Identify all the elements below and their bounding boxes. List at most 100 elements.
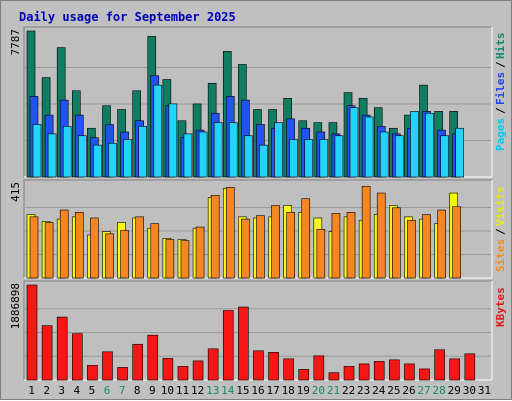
legend-kbytes: KBytes (494, 287, 507, 327)
bar-kbytes-day-20 (313, 355, 325, 381)
bar-sites-day-12 (195, 226, 205, 279)
bar-sites-day-7 (120, 230, 129, 279)
bar-sites-day-28 (437, 209, 446, 279)
bar-kbytes-day-4 (71, 333, 83, 381)
legend-separator: / (494, 61, 507, 68)
bar-kbytes-day-23 (358, 363, 370, 381)
bar-sites-day-5 (90, 217, 99, 279)
bar-sites-day-20 (316, 229, 326, 279)
day-label-17: 17 (266, 384, 279, 397)
legend-files: Files (494, 72, 507, 105)
bar-sites-day-21 (331, 213, 341, 279)
bar-sites-day-10 (165, 239, 175, 279)
day-label-19: 19 (297, 384, 310, 397)
day-label-28: 28 (433, 384, 446, 397)
bar-sites-day-6 (105, 233, 114, 279)
bar-kbytes-day-7 (117, 367, 128, 381)
bar-pages-day-6 (108, 142, 117, 178)
bar-pages-day-24 (379, 131, 389, 178)
day-label-26: 26 (402, 384, 415, 397)
day-label-30: 30 (463, 384, 476, 397)
day-label-20: 20 (312, 384, 325, 397)
bar-pages-day-12 (198, 131, 208, 178)
bar-sites-day-14 (225, 187, 235, 279)
bar-sites-day-3 (59, 209, 69, 279)
day-label-4: 4 (74, 384, 81, 397)
bar-kbytes-day-3 (56, 316, 68, 381)
bar-sites-day-23 (361, 185, 371, 279)
chart-title: Daily usage for September 2025 (19, 10, 236, 24)
bar-kbytes-day-19 (298, 369, 310, 381)
bar-kbytes-day-13 (207, 348, 219, 381)
bar-pages-day-25 (395, 135, 404, 178)
day-label-3: 3 (58, 384, 65, 397)
bar-sites-day-18 (286, 212, 295, 279)
bar-pages-day-21 (334, 135, 344, 178)
day-label-25: 25 (387, 384, 400, 397)
day-label-23: 23 (357, 384, 370, 397)
bar-pages-day-23 (364, 116, 374, 178)
bar-pages-day-3 (62, 126, 72, 178)
bar-pages-day-28 (440, 135, 449, 178)
panel-max-label-visits-sites: 415 (9, 182, 22, 202)
bar-kbytes-day-15 (238, 306, 249, 381)
bar-kbytes-day-29 (449, 358, 461, 381)
legend-hits: Hits (494, 33, 507, 60)
bar-sites-day-19 (301, 198, 311, 279)
day-label-11: 11 (176, 384, 189, 397)
bar-kbytes-day-5 (87, 365, 98, 381)
bar-pages-day-29 (455, 127, 465, 178)
panel-max-label-hits-files-pages: 7787 (9, 29, 22, 56)
bar-pages-day-20 (319, 139, 329, 178)
legend-sites: Sites (494, 239, 507, 272)
bar-sites-day-15 (241, 218, 250, 279)
bar-pages-day-4 (77, 135, 87, 178)
bar-sites-day-29 (452, 206, 462, 279)
bar-pages-day-8 (138, 126, 147, 178)
bar-sites-day-1 (29, 216, 39, 279)
day-label-5: 5 (89, 384, 96, 397)
bar-kbytes-day-14 (222, 310, 234, 381)
bar-sites-day-9 (150, 223, 160, 279)
bar-kbytes-day-21 (328, 372, 340, 381)
bar-pages-day-5 (93, 144, 102, 178)
legend-visits: Visits (494, 186, 507, 226)
bar-pages-day-18 (289, 139, 298, 178)
day-label-6: 6 (104, 384, 111, 397)
bar-pages-day-7 (123, 139, 132, 178)
panel-max-label-kbytes: 1886898 (9, 283, 22, 329)
bar-sites-day-11 (180, 240, 190, 279)
bar-sites-day-8 (135, 216, 144, 279)
day-label-10: 10 (161, 384, 174, 397)
bar-kbytes-day-26 (404, 363, 415, 381)
bar-sites-day-26 (407, 219, 416, 279)
bar-kbytes-day-10 (162, 358, 174, 381)
bar-pages-day-16 (259, 144, 268, 178)
bar-sites-day-25 (392, 207, 401, 279)
day-label-18: 18 (282, 384, 295, 397)
bar-kbytes-day-1 (26, 284, 38, 381)
bar-kbytes-day-12 (192, 360, 204, 381)
day-label-29: 29 (448, 384, 461, 397)
bar-pages-day-22 (349, 107, 359, 178)
day-label-27: 27 (417, 384, 430, 397)
bar-kbytes-day-6 (102, 351, 113, 381)
bar-sites-day-4 (74, 212, 84, 279)
day-label-24: 24 (372, 384, 386, 397)
day-label-8: 8 (134, 384, 141, 397)
bar-kbytes-day-22 (343, 366, 355, 381)
bar-pages-day-17 (274, 122, 283, 178)
bar-sites-day-13 (210, 195, 220, 279)
bar-sites-day-22 (346, 212, 356, 279)
day-label-12: 12 (191, 384, 204, 397)
legend-pages: Pages (494, 118, 507, 151)
bar-kbytes-day-11 (177, 366, 189, 381)
bar-pages-day-27 (425, 112, 434, 178)
day-label-1: 1 (28, 384, 35, 397)
bar-sites-day-27 (422, 214, 431, 279)
bar-pages-day-13 (213, 122, 223, 178)
bar-pages-day-1 (32, 124, 42, 178)
bar-sites-day-17 (271, 205, 280, 279)
